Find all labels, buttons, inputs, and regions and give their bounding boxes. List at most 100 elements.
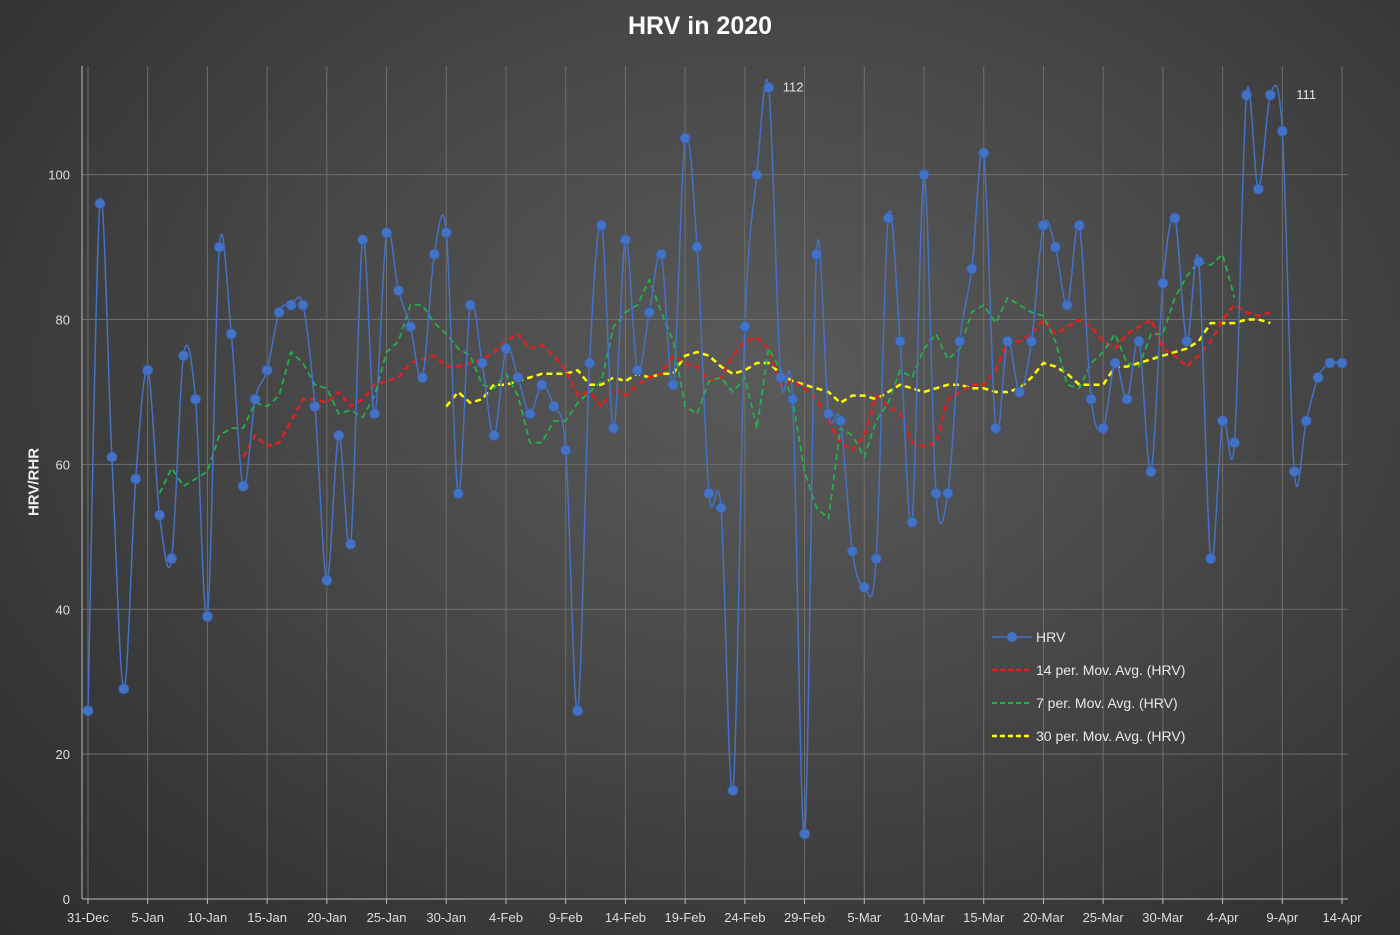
hrv-point [178,350,189,362]
x-tick-label: 15-Jan [247,910,287,925]
hrv-point [1276,125,1288,137]
hrv-point [1050,241,1061,253]
hrv-point [488,429,500,441]
hrv-point [966,263,978,275]
hrv-point [225,328,237,340]
hrv-point [882,212,894,224]
hrv-point [82,705,94,717]
series-line-ma7 [158,253,1236,520]
hrv-point [667,379,679,391]
hrv-point [655,248,667,260]
hrv-point [464,299,476,311]
legend-item-ma7: 7 per. Mov. Avg. (HRV) [990,686,1250,719]
data-labels: 112 111 [783,80,1316,102]
x-tick-label: 29-Feb [784,910,825,925]
hrv-point [333,429,345,441]
hrv-point [775,372,787,383]
hrv-point [1253,183,1264,195]
y-tick-label: 40 [56,602,70,617]
hrv-point [1288,466,1300,478]
hrv-point [261,364,273,376]
legend-item-ma14: 14 per. Mov. Avg. (HRV) [990,653,1250,686]
hrv-point [560,444,572,456]
hrv-point [1181,335,1193,347]
hrv-point [440,227,452,239]
hrv-point [1073,219,1085,231]
legend: HRV 14 per. Mov. Avg. (HRV) 7 per. Mov. … [990,620,1250,752]
hrv-point [309,400,321,412]
x-tick-label: 10-Mar [903,910,945,925]
hrv-point [596,219,607,231]
hrv-point [345,538,357,550]
hrv-point [584,357,595,369]
axes: 0 20 40 60 80 100 31-Dec 5-Jan 10-Jan 15-Jan 20-Ja… [48,66,1362,925]
x-tick-label: 4-Feb [489,910,523,925]
series-line-ma14 [242,303,1271,458]
hrv-point [452,487,464,499]
hrv-point [835,415,846,427]
chart-title: HRV in 2020 [627,12,773,40]
x-tick-label: 24-Feb [724,910,765,925]
hrv-point [166,553,178,564]
hrv-point [906,516,918,528]
legend-label-hrv: HRV [1036,628,1066,645]
x-tick-label: 4-Apr [1207,910,1239,925]
hrv-point [536,379,548,391]
x-tick-label: 31-Dec [67,910,109,925]
x-tick-label: 30-Jan [426,910,466,925]
hrv-point [321,574,333,586]
hrv-point [1300,415,1312,427]
hrv-point [237,480,249,492]
legend-swatch-hrv [992,631,1032,642]
hrv-point [1193,256,1205,268]
hrv-point [130,473,142,485]
x-tick-label: 10-Jan [188,910,228,925]
hrv-point [1169,212,1181,224]
gridlines [82,66,1348,899]
hrv-point [846,545,858,557]
legend-label-ma7: 7 per. Mov. Avg. (HRV) [1036,694,1178,711]
hrv-point [703,487,715,499]
hrv-point [381,227,393,239]
x-tick-label: 9-Feb [549,910,583,925]
hrv-point [1097,422,1109,434]
hrv-point [918,169,930,181]
hrv-point [201,611,213,622]
hrv-point [1229,437,1240,449]
hrv-point [811,248,822,260]
y-tick-label: 0 [63,892,70,907]
data-label: 112 [783,80,804,95]
x-tick-label: 14-Feb [605,910,646,925]
hrv-point [1241,89,1252,101]
hrv-point [404,321,416,333]
legend-swatch-ma14 [992,668,1032,671]
x-tick-label: 20-Jan [307,910,347,925]
hrv-point [273,306,285,318]
hrv-point [787,393,798,405]
hrv-point [608,422,619,434]
series-line-ma30 [445,318,1271,408]
hrv-point [632,364,643,376]
hrv-point [572,705,584,717]
legend-label-ma14: 14 per. Mov. Avg. (HRV) [1036,661,1186,678]
hrv-point [393,285,404,296]
x-tick-label: 15-Mar [963,910,1005,925]
y-tick-label: 100 [48,168,70,183]
x-tick-label: 20-Mar [1023,910,1065,925]
x-tick-label: 9-Apr [1266,910,1298,925]
hrv-point [94,198,106,210]
x-tick-label: 5-Jan [131,910,164,925]
hrv-point [799,828,810,840]
hrv-point [1014,386,1025,398]
hrv-point [679,132,691,144]
hrv-point [190,393,201,405]
hrv-point [1061,299,1073,311]
hrv-point [512,372,524,383]
hrv-point [751,169,763,181]
hrv-point [1265,89,1276,101]
hrv-point [1002,335,1013,347]
hrv-point [548,400,560,412]
hrv-point [894,335,906,347]
